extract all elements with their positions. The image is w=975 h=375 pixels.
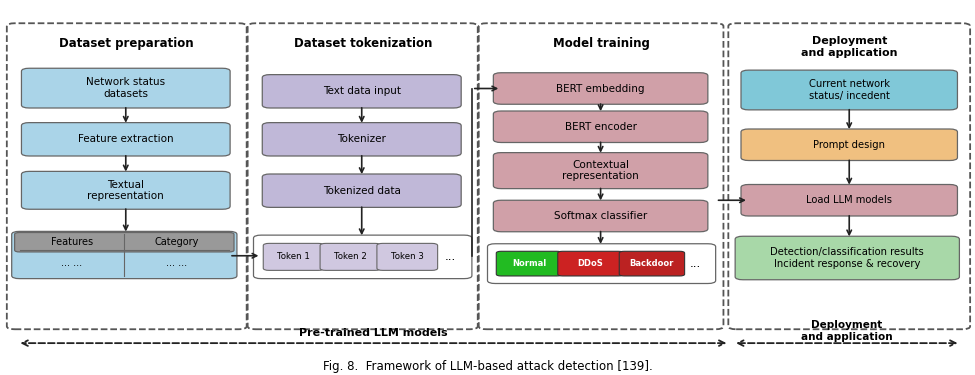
Text: Token 1: Token 1 — [277, 252, 310, 261]
Text: Backdoor: Backdoor — [630, 259, 674, 268]
Text: Features: Features — [51, 237, 93, 247]
FancyBboxPatch shape — [558, 251, 623, 276]
FancyBboxPatch shape — [741, 184, 957, 216]
FancyBboxPatch shape — [496, 251, 562, 276]
Text: Deployment
and application: Deployment and application — [801, 320, 892, 342]
Text: ...: ... — [445, 251, 456, 263]
Text: DDoS: DDoS — [577, 259, 604, 268]
Text: Token 3: Token 3 — [391, 252, 424, 261]
FancyBboxPatch shape — [735, 236, 959, 280]
FancyBboxPatch shape — [619, 251, 684, 276]
FancyBboxPatch shape — [21, 171, 230, 209]
Text: Tokenizer: Tokenizer — [337, 134, 386, 144]
FancyBboxPatch shape — [488, 244, 716, 284]
FancyBboxPatch shape — [493, 200, 708, 232]
Text: Prompt design: Prompt design — [813, 140, 885, 150]
Text: Category: Category — [154, 237, 199, 247]
Text: Current network
status/ incedent: Current network status/ incedent — [808, 79, 890, 101]
Text: Fig. 8.  Framework of LLM-based attack detection [139].: Fig. 8. Framework of LLM-based attack de… — [323, 360, 652, 373]
Text: Textual
representation: Textual representation — [88, 180, 164, 201]
Text: Softmax classifier: Softmax classifier — [554, 211, 647, 221]
FancyBboxPatch shape — [320, 243, 381, 270]
Text: Pre-trained LLM models: Pre-trained LLM models — [299, 328, 448, 338]
FancyBboxPatch shape — [12, 231, 237, 279]
FancyBboxPatch shape — [377, 243, 438, 270]
FancyBboxPatch shape — [15, 232, 234, 252]
Text: Dataset tokenization: Dataset tokenization — [293, 37, 432, 50]
FancyBboxPatch shape — [741, 70, 957, 110]
FancyBboxPatch shape — [262, 75, 461, 108]
Text: Dataset preparation: Dataset preparation — [59, 37, 194, 50]
FancyBboxPatch shape — [263, 243, 324, 270]
Text: Contextual
representation: Contextual representation — [563, 160, 639, 182]
Text: Feature extraction: Feature extraction — [78, 134, 174, 144]
Text: ... ...: ... ... — [61, 258, 83, 268]
Text: Normal: Normal — [512, 259, 546, 268]
Text: BERT embedding: BERT embedding — [557, 84, 644, 93]
Text: Token 2: Token 2 — [334, 252, 367, 261]
Text: Tokenized data: Tokenized data — [323, 186, 401, 196]
FancyBboxPatch shape — [254, 235, 472, 279]
Text: ...: ... — [689, 257, 701, 270]
FancyBboxPatch shape — [21, 123, 230, 156]
Text: Text data input: Text data input — [323, 86, 401, 96]
FancyBboxPatch shape — [493, 153, 708, 189]
Text: BERT encoder: BERT encoder — [565, 122, 637, 132]
Text: ... ...: ... ... — [166, 258, 187, 268]
FancyBboxPatch shape — [493, 73, 708, 104]
Text: Model training: Model training — [553, 37, 649, 50]
Text: Detection/classification results
Incident response & recovery: Detection/classification results Inciden… — [770, 247, 924, 269]
FancyBboxPatch shape — [493, 111, 708, 142]
Text: Deployment
and application: Deployment and application — [801, 36, 897, 58]
FancyBboxPatch shape — [262, 123, 461, 156]
FancyBboxPatch shape — [21, 68, 230, 108]
Text: Load LLM models: Load LLM models — [806, 195, 892, 205]
FancyBboxPatch shape — [262, 174, 461, 207]
FancyBboxPatch shape — [741, 129, 957, 160]
Text: Network status
datasets: Network status datasets — [86, 77, 166, 99]
